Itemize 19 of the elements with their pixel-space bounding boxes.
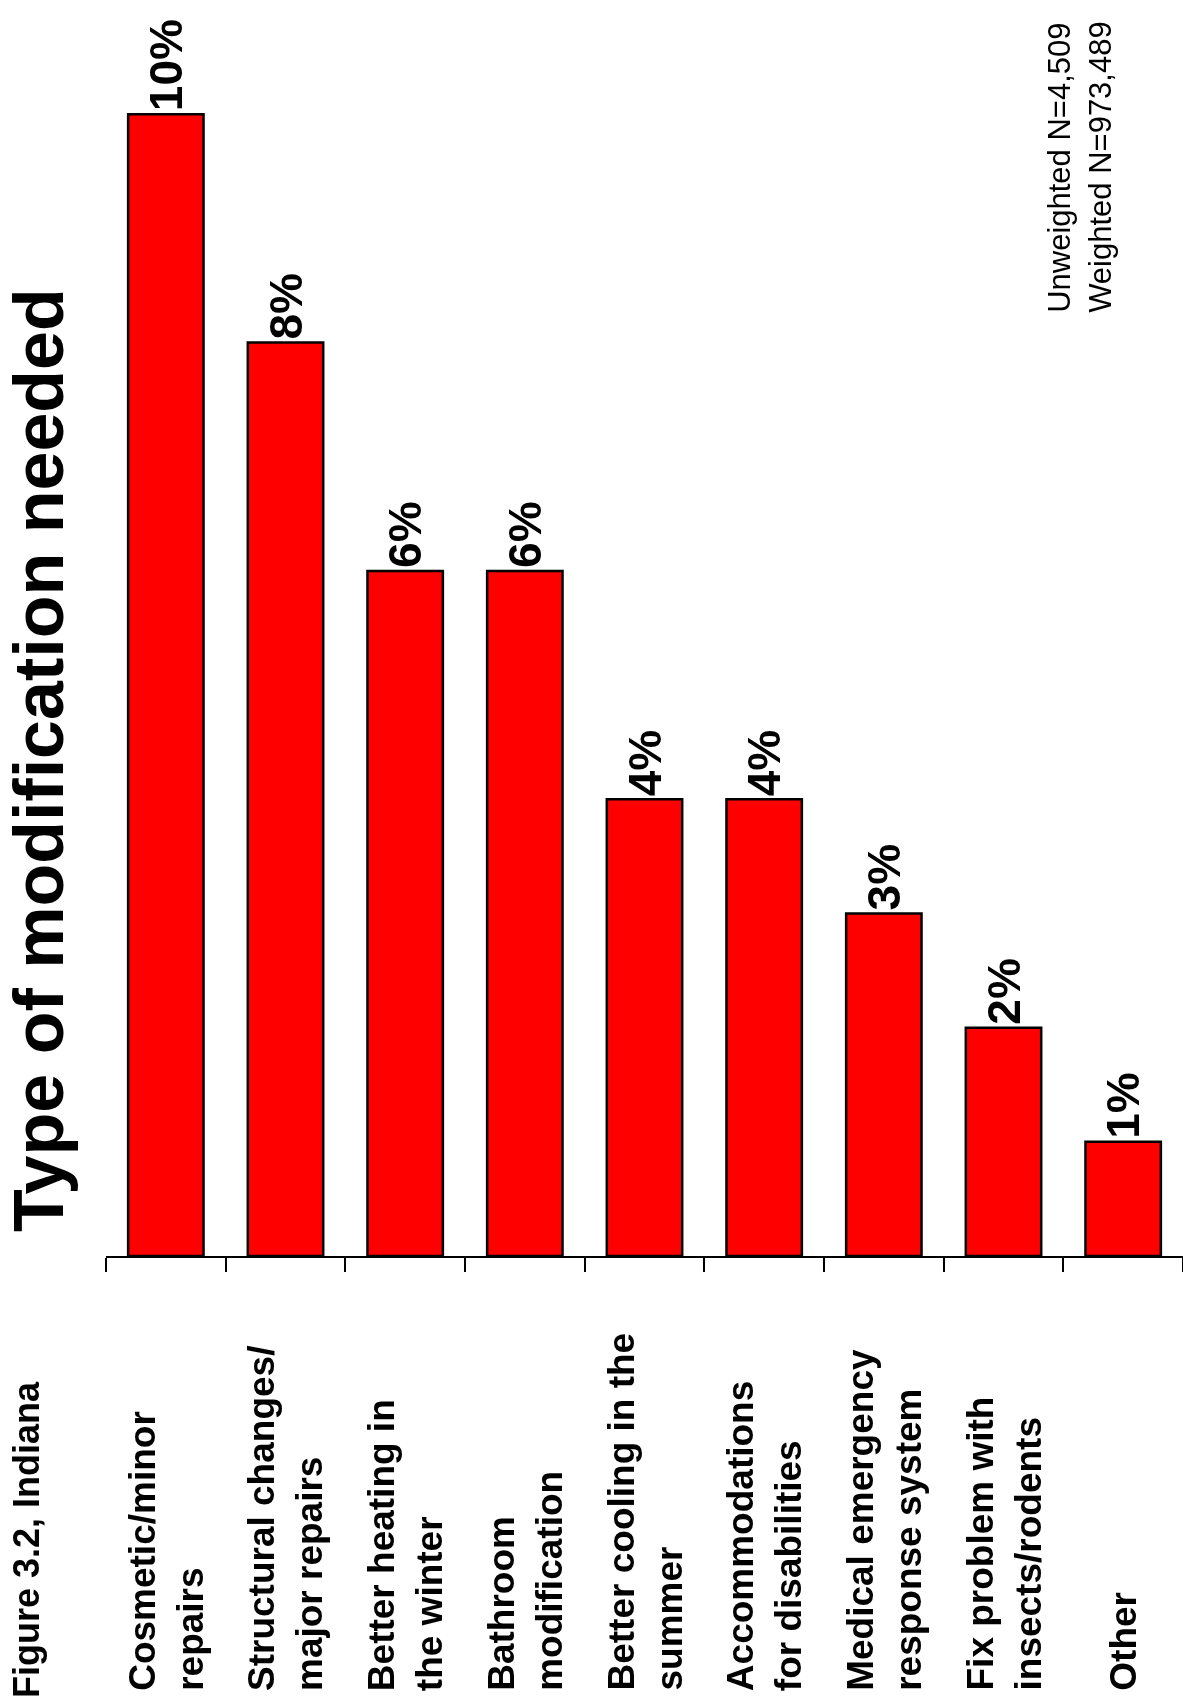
data-label: 8% <box>259 273 312 340</box>
x-tick-label: Medical emergency response system <box>839 1349 929 1691</box>
text: Type of modification needed <box>0 288 78 1232</box>
caption: Figure 3.2, Indiana <box>6 1380 47 1698</box>
data-label: 6% <box>379 501 432 568</box>
x-tick-label: Other <box>1102 1591 1144 1691</box>
data-label: 3% <box>857 843 910 911</box>
x-tick-label: Cosmetic/minor repairs <box>121 1411 211 1691</box>
x-tick-label: Bathroom modification <box>480 1470 570 1691</box>
x-tick-label: Better cooling in the summer <box>600 1332 690 1691</box>
x-tick-label: Better heating in the winter <box>361 1399 451 1692</box>
data-label: 1% <box>1097 1072 1150 1139</box>
annotation: Unweighted N=4,509 Weighted N=973,489 <box>1042 21 1118 313</box>
data-label: 4% <box>618 729 671 797</box>
data-label: 6% <box>498 501 551 568</box>
data-label: 10% <box>139 19 192 112</box>
x-tick-label: Accommodations for disabilities <box>720 1380 810 1692</box>
data-label: 4% <box>738 729 791 797</box>
data-label: 2% <box>977 958 1030 1025</box>
